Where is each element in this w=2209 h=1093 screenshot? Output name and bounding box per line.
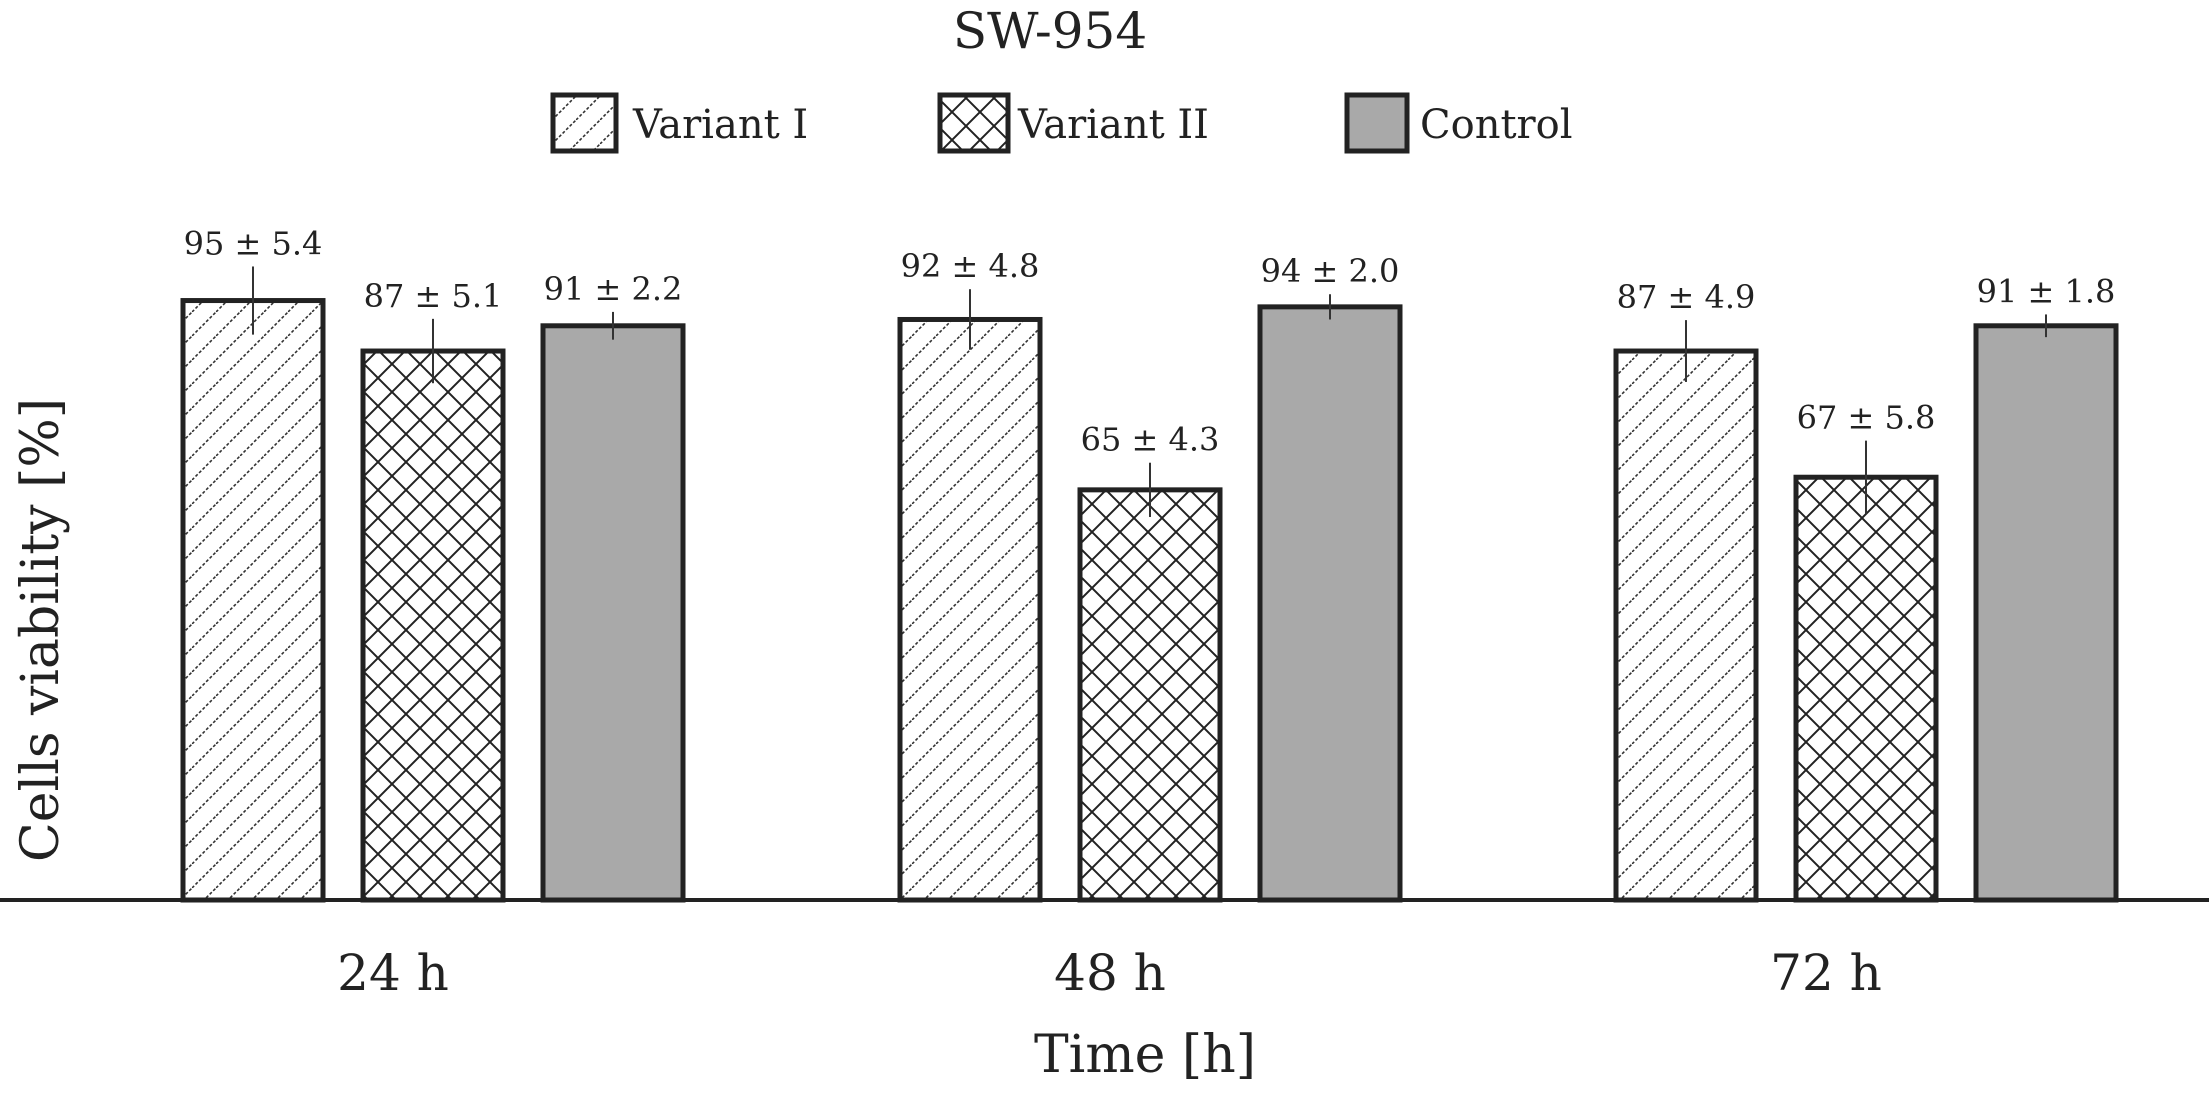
bar-variant-i-24-h (180, 298, 326, 903)
data-label-control-48-h: 94 ± 2.0 (1261, 252, 1400, 290)
legend-label-variant-ii: Variant II (1017, 102, 1209, 148)
bar-variant-i-48-h (897, 316, 1043, 903)
bar-variant-ii-48-h (1077, 487, 1223, 903)
bar-control-48-h (1257, 304, 1403, 903)
legend-swatch-variant-ii (937, 92, 1011, 154)
legend-label-variant-i: Variant I (632, 102, 808, 148)
bars: 95 ± 5.4 87 ± 5.1 91 ± 2.2 92 ± 4.8 65 ± 4.3… (180, 224, 2119, 903)
x-tick-label-48-h: 48 h (1054, 944, 1166, 1002)
x-tick-labels: 24 h 48 h 72 h (337, 944, 1882, 1002)
x-tick-label-72-h: 72 h (1770, 944, 1882, 1002)
bar-variant-i-72-h (1613, 348, 1759, 903)
legend-swatch-variant-i (550, 92, 619, 154)
chart-title: SW-954 (953, 2, 1147, 60)
data-label-variant-ii-72-h: 67 ± 5.8 (1797, 399, 1936, 437)
data-label-variant-i-24-h: 95 ± 5.4 (184, 224, 323, 262)
x-axis-label: Time [h] (1034, 1025, 1256, 1085)
data-label-variant-ii-48-h: 65 ± 4.3 (1081, 421, 1220, 459)
x-tick-label-24-h: 24 h (337, 944, 449, 1002)
data-label-variant-ii-24-h: 87 ± 5.1 (364, 277, 503, 315)
bar-control-72-h (1973, 323, 2119, 903)
bar-variant-ii-72-h (1793, 474, 1939, 903)
data-label-control-24-h: 91 ± 2.2 (544, 270, 683, 308)
bar-variant-ii-24-h (360, 348, 506, 903)
data-label-variant-i-72-h: 87 ± 4.9 (1617, 278, 1756, 316)
legend: Variant I Variant II Control (550, 92, 1573, 154)
data-label-variant-i-48-h: 92 ± 4.8 (901, 247, 1040, 285)
legend-label-control: Control (1420, 102, 1573, 148)
legend-swatch-control (1344, 92, 1410, 154)
data-label-control-72-h: 91 ± 1.8 (1977, 272, 2116, 310)
y-axis-label: Cells viability [%] (11, 398, 71, 862)
bar-control-24-h (540, 323, 686, 903)
